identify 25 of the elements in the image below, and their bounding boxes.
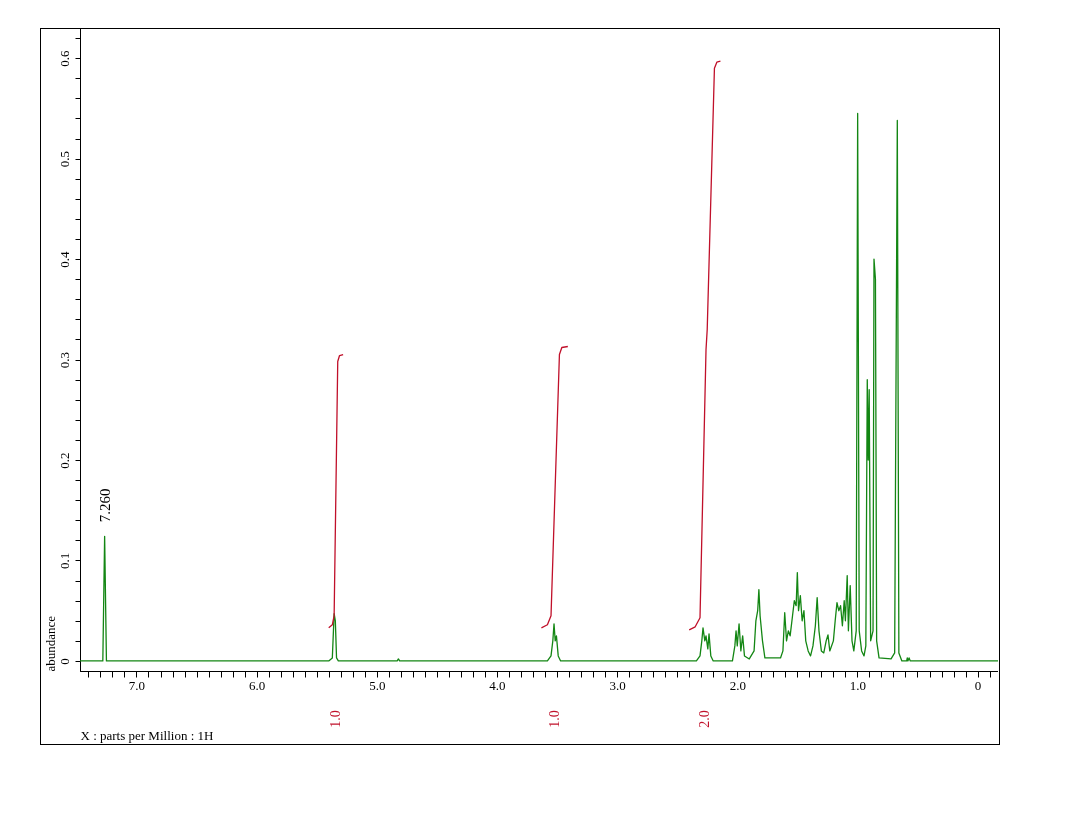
line-series bbox=[688, 60, 722, 631]
annotation: 7.260 bbox=[97, 488, 114, 523]
line-series bbox=[540, 345, 569, 629]
y-axis-title: abundance bbox=[42, 615, 58, 672]
x-axis-title: X : parts per Million : 1H bbox=[80, 727, 214, 743]
y-tick-label: 0.6 bbox=[56, 50, 72, 67]
x-tick-label: 6.0 bbox=[249, 677, 266, 693]
x-tick-label: 3.0 bbox=[609, 677, 626, 693]
x-tick-label: 2.0 bbox=[729, 677, 746, 693]
y-tick-label: 0.5 bbox=[56, 150, 72, 168]
text: 1.0 bbox=[327, 710, 343, 728]
y-tick-label: 0.1 bbox=[56, 552, 72, 570]
x-tick-label: 5.0 bbox=[369, 677, 386, 693]
y-tick-label: 0.2 bbox=[56, 452, 72, 469]
line-series bbox=[328, 353, 344, 629]
line-series bbox=[79, 112, 998, 662]
x-tick-label: 4.0 bbox=[489, 677, 506, 693]
text: 2.0 bbox=[696, 710, 712, 728]
text: 1.0 bbox=[546, 710, 562, 728]
y-tick-label: 0 bbox=[56, 658, 72, 665]
x-tick-label: 1.0 bbox=[849, 677, 867, 693]
x-tick-label: 0 bbox=[974, 677, 982, 693]
y-tick-label: 0.4 bbox=[56, 250, 72, 268]
x-tick-label: 7.0 bbox=[128, 677, 146, 693]
y-tick-label: 0.3 bbox=[56, 351, 72, 369]
